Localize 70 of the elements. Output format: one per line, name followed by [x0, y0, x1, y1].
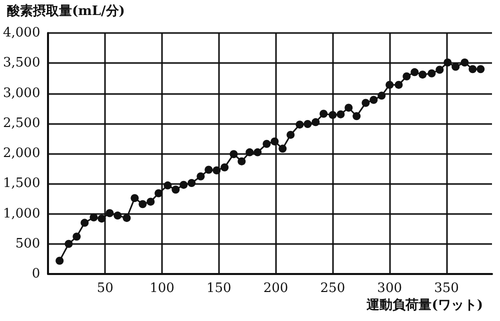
point	[172, 186, 180, 194]
point	[246, 148, 254, 156]
point	[320, 110, 328, 118]
point	[468, 65, 477, 74]
x-tick-label: 50	[96, 281, 114, 296]
point	[394, 80, 403, 89]
x-axis-title: 運動負荷量(ワット)	[366, 297, 484, 313]
point	[122, 214, 131, 222]
point	[56, 256, 64, 265]
y-tick-label: 0	[32, 266, 40, 282]
point	[254, 148, 262, 156]
x-tick-label: 150	[206, 281, 232, 296]
point	[146, 198, 155, 206]
point	[164, 181, 172, 190]
point	[196, 172, 205, 180]
point	[220, 163, 229, 172]
y-tick-label: 3,500	[3, 56, 40, 71]
y-tick-label: 2,000	[3, 146, 40, 161]
point	[444, 58, 452, 67]
point	[312, 118, 320, 126]
point	[80, 218, 89, 227]
point	[106, 209, 114, 218]
point	[204, 166, 213, 174]
point	[180, 180, 188, 189]
y-tick-label: 3,000	[3, 86, 40, 101]
x-tick-label: 100	[150, 281, 174, 296]
y-tick-label: 1,500	[3, 176, 40, 192]
point	[188, 179, 196, 188]
point	[296, 120, 304, 129]
y-tick-label: 4,000	[3, 26, 40, 40]
y-tick-label: 500	[15, 236, 40, 252]
point	[344, 104, 353, 112]
point	[230, 150, 238, 158]
point	[138, 200, 147, 208]
x-tick-label: 200	[263, 281, 288, 296]
point	[286, 130, 295, 139]
y-tick-label: 1,000	[3, 206, 40, 222]
point	[262, 140, 271, 148]
x-tick-label: 350	[434, 281, 459, 296]
point	[418, 70, 427, 79]
point	[362, 98, 370, 107]
point	[98, 214, 106, 223]
point	[476, 65, 485, 74]
point	[154, 189, 163, 198]
point	[64, 240, 73, 248]
point	[370, 96, 378, 104]
point	[452, 62, 460, 71]
point	[328, 110, 337, 119]
x-tick-label: 300	[377, 281, 402, 296]
point	[460, 58, 469, 67]
point	[130, 194, 139, 202]
point	[114, 212, 122, 220]
point	[402, 72, 411, 80]
y-axis-title: 酸素摂取量(mL/分)	[7, 3, 125, 19]
x-tick-label: 250	[320, 281, 346, 296]
point	[238, 157, 246, 166]
point	[410, 68, 419, 76]
point	[90, 213, 98, 222]
point	[72, 232, 81, 241]
y-tick-label: 2,500	[3, 116, 40, 131]
point	[436, 66, 444, 74]
point	[270, 137, 279, 146]
point	[212, 166, 221, 174]
point	[378, 92, 386, 100]
point	[304, 120, 312, 128]
point	[278, 144, 287, 153]
point	[336, 110, 345, 118]
point	[428, 69, 436, 78]
point	[352, 112, 361, 120]
point	[386, 80, 394, 89]
